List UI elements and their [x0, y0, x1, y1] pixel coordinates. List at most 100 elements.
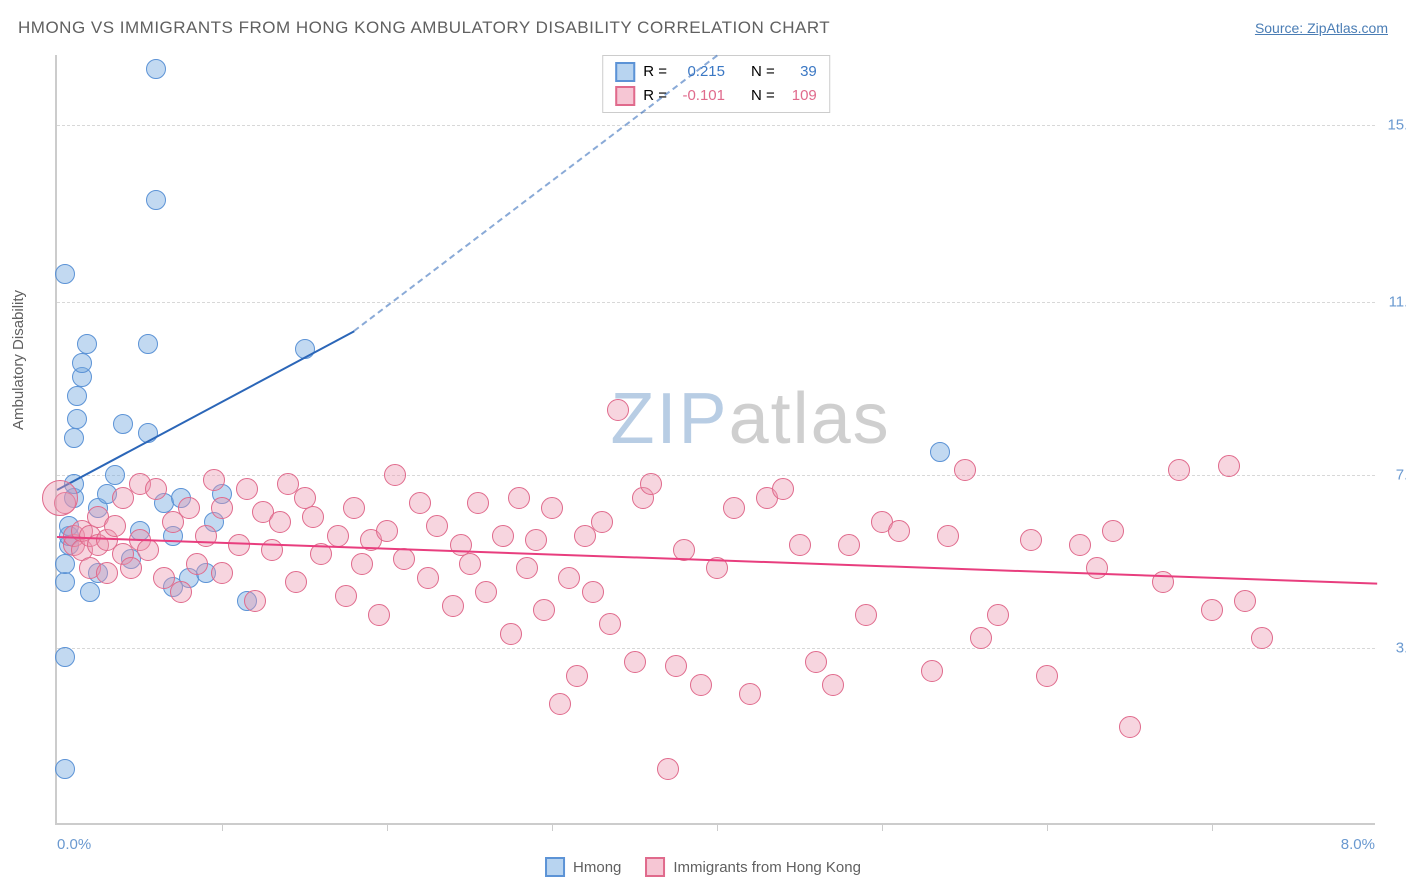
swatch-hmong-bottom: [545, 857, 565, 877]
scatter-point-hongkong: [104, 515, 126, 537]
scatter-point-hongkong: [533, 599, 555, 621]
scatter-point-hongkong: [921, 660, 943, 682]
scatter-point-hongkong: [1168, 459, 1190, 481]
scatter-point-hmong: [55, 572, 75, 592]
gridline-h: [57, 648, 1375, 649]
scatter-point-hongkong: [211, 497, 233, 519]
scatter-point-hongkong: [459, 553, 481, 575]
n-value-hmong: 39: [783, 60, 817, 84]
scatter-point-hongkong: [1020, 529, 1042, 551]
x-tick-label: 0.0%: [57, 836, 91, 853]
plot-area: ZIPatlas R = 0.215 N = 39 R = -0.101 N =…: [55, 55, 1375, 825]
y-axis-label: Ambulatory Disability: [10, 290, 27, 430]
scatter-point-hongkong: [566, 665, 588, 687]
scatter-point-hongkong: [492, 525, 514, 547]
scatter-point-hmong: [55, 554, 75, 574]
scatter-point-hmong: [113, 414, 133, 434]
scatter-point-hongkong: [549, 693, 571, 715]
scatter-point-hmong: [77, 334, 97, 354]
scatter-point-hmong: [146, 190, 166, 210]
r-value-hk: -0.101: [675, 84, 725, 108]
scatter-point-hongkong: [409, 492, 431, 514]
gridline-h: [57, 125, 1375, 126]
correlation-legend: R = 0.215 N = 39 R = -0.101 N = 109: [602, 55, 830, 113]
scatter-point-hongkong: [1102, 520, 1124, 542]
scatter-point-hongkong: [987, 604, 1009, 626]
watermark-atlas: atlas: [729, 379, 891, 459]
scatter-point-hongkong: [467, 492, 489, 514]
scatter-point-hmong: [55, 759, 75, 779]
scatter-point-hongkong: [500, 623, 522, 645]
scatter-point-hongkong: [368, 604, 390, 626]
x-tick: [882, 823, 883, 831]
x-tick: [1047, 823, 1048, 831]
scatter-point-hongkong: [335, 585, 357, 607]
scatter-point-hongkong: [351, 553, 373, 575]
scatter-point-hongkong: [772, 478, 794, 500]
scatter-point-hongkong: [1119, 716, 1141, 738]
x-tick: [222, 823, 223, 831]
scatter-point-hongkong: [211, 562, 233, 584]
scatter-point-hongkong: [302, 506, 324, 528]
trend-line-hmong: [57, 330, 355, 490]
scatter-point-hongkong: [236, 478, 258, 500]
series-legend: Hmong Immigrants from Hong Kong: [545, 857, 861, 877]
r-label: R =: [643, 60, 667, 84]
scatter-point-hongkong: [228, 534, 250, 556]
scatter-point-hongkong: [665, 655, 687, 677]
scatter-point-hongkong: [327, 525, 349, 547]
title-bar: HMONG VS IMMIGRANTS FROM HONG KONG AMBUL…: [18, 18, 1388, 38]
scatter-point-hongkong: [582, 581, 604, 603]
scatter-point-hongkong: [137, 539, 159, 561]
watermark-zip: ZIP: [611, 379, 729, 459]
scatter-point-hongkong: [640, 473, 662, 495]
scatter-point-hmong: [930, 442, 950, 462]
scatter-point-hongkong: [822, 674, 844, 696]
scatter-point-hongkong: [186, 553, 208, 575]
scatter-point-hongkong: [1086, 557, 1108, 579]
scatter-point-hongkong: [739, 683, 761, 705]
scatter-point-hongkong: [261, 539, 283, 561]
scatter-point-hongkong: [657, 758, 679, 780]
x-tick-label: 8.0%: [1341, 836, 1375, 853]
scatter-point-hongkong: [723, 497, 745, 519]
x-tick: [1212, 823, 1213, 831]
scatter-point-hongkong: [525, 529, 547, 551]
legend-label-hk: Immigrants from Hong Kong: [673, 859, 861, 876]
n-label: N =: [751, 60, 775, 84]
scatter-point-hongkong: [203, 469, 225, 491]
watermark: ZIPatlas: [611, 378, 891, 460]
scatter-point-hmong: [80, 582, 100, 602]
x-tick: [717, 823, 718, 831]
scatter-point-hmong: [146, 59, 166, 79]
scatter-point-hongkong: [937, 525, 959, 547]
scatter-point-hongkong: [475, 581, 497, 603]
scatter-point-hongkong: [855, 604, 877, 626]
y-tick-label: 15.0%: [1380, 117, 1406, 134]
scatter-point-hongkong: [888, 520, 910, 542]
y-tick-label: 3.8%: [1380, 639, 1406, 656]
legend-item-hmong: Hmong: [545, 857, 621, 877]
source-link[interactable]: Source: ZipAtlas.com: [1255, 20, 1388, 36]
scatter-point-hongkong: [789, 534, 811, 556]
scatter-point-hongkong: [970, 627, 992, 649]
scatter-point-hongkong: [384, 464, 406, 486]
scatter-point-hmong: [138, 334, 158, 354]
scatter-point-hongkong: [1201, 599, 1223, 621]
scatter-point-hmong: [67, 386, 87, 406]
scatter-point-hongkong: [624, 651, 646, 673]
scatter-point-hmong: [105, 465, 125, 485]
scatter-point-hmong: [55, 264, 75, 284]
scatter-point-hmong: [55, 647, 75, 667]
scatter-point-hongkong: [954, 459, 976, 481]
scatter-point-hongkong: [376, 520, 398, 542]
scatter-point-hongkong: [508, 487, 530, 509]
scatter-point-hongkong: [1218, 455, 1240, 477]
swatch-hk: [615, 86, 635, 106]
scatter-point-hongkong: [1234, 590, 1256, 612]
scatter-point-hongkong: [558, 567, 580, 589]
scatter-point-hmong: [67, 409, 87, 429]
legend-item-hk: Immigrants from Hong Kong: [645, 857, 861, 877]
scatter-point-hongkong: [426, 515, 448, 537]
chart-title: HMONG VS IMMIGRANTS FROM HONG KONG AMBUL…: [18, 18, 830, 38]
